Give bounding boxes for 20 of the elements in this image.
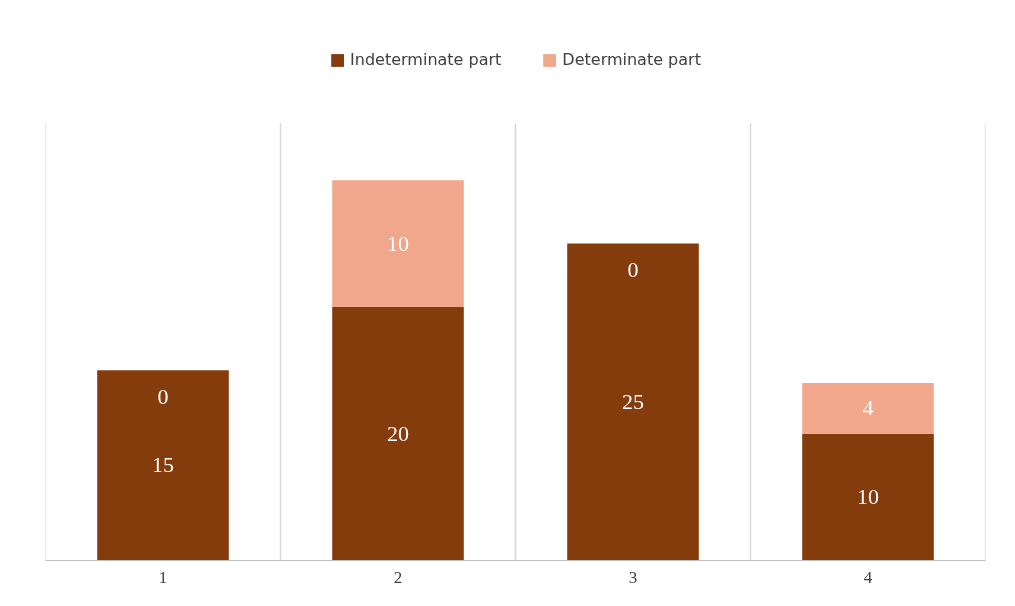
bar: [332, 180, 464, 307]
bar: [332, 306, 464, 561]
x-tick-label: 3: [628, 567, 638, 587]
data-label: 25: [622, 389, 644, 415]
bar: [802, 383, 934, 434]
legend-label: Determinate part: [562, 50, 701, 69]
data-label: 15: [152, 452, 174, 478]
bar: [567, 243, 699, 561]
data-label: 0: [627, 257, 639, 283]
data-label: 10: [857, 484, 879, 510]
x-tick-label: 4: [863, 567, 873, 587]
data-label: 10: [387, 230, 409, 256]
x-tick-label: 1: [158, 567, 168, 587]
data-label: 4: [862, 395, 874, 421]
legend-label: Indeterminate part: [350, 50, 502, 69]
x-tick-label: 2: [393, 567, 403, 587]
bar: [802, 433, 934, 561]
bar: [97, 370, 229, 561]
data-label: 20: [387, 420, 409, 446]
data-label: 0: [157, 383, 169, 409]
